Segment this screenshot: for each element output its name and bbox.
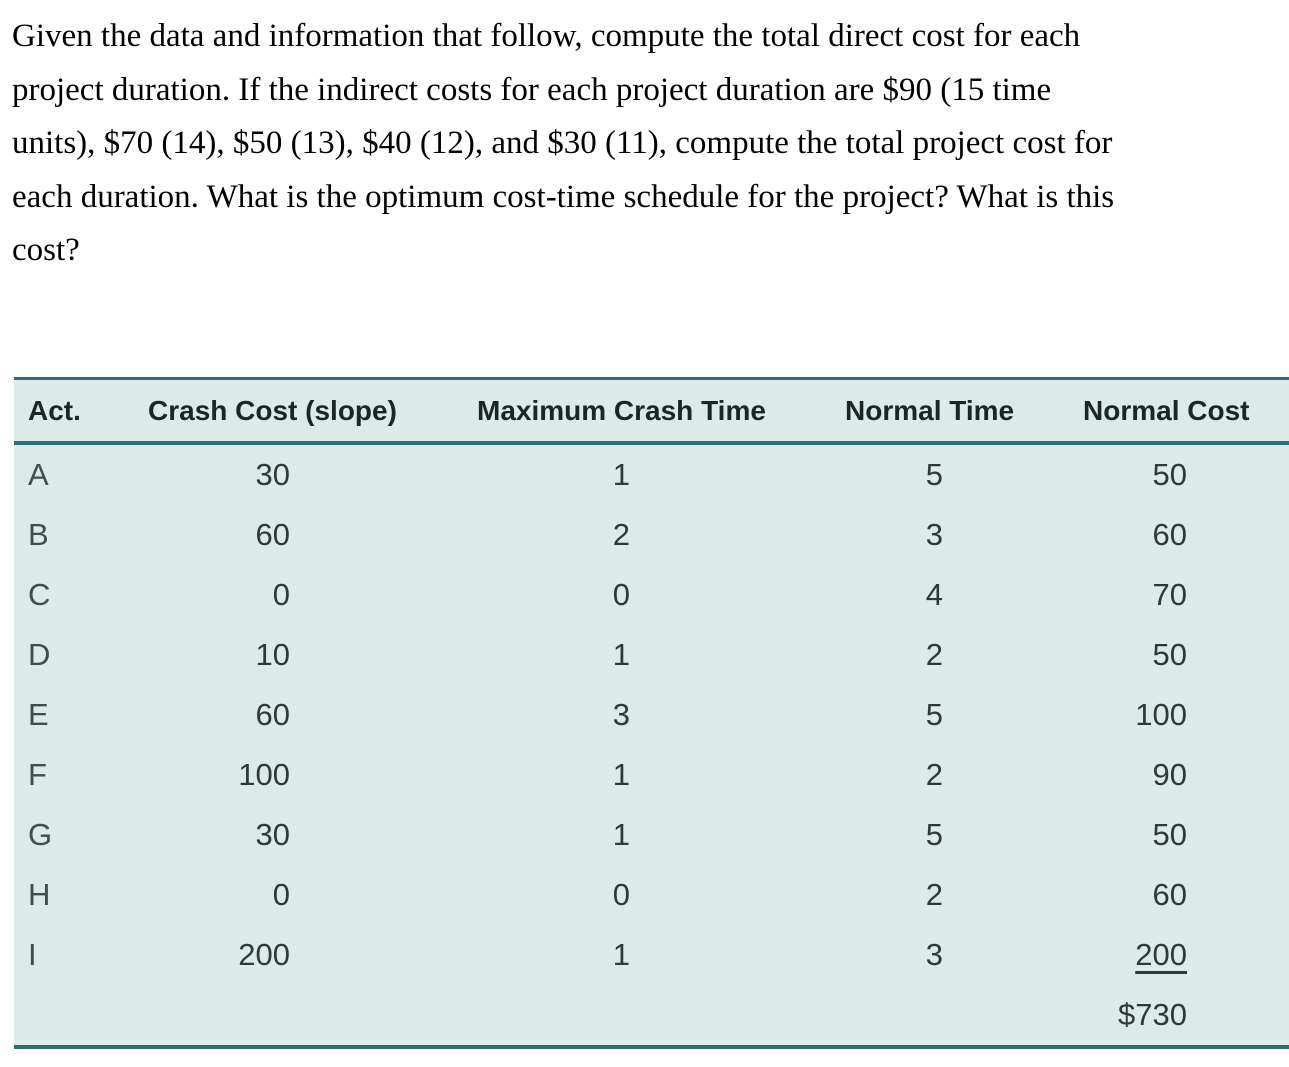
activity-cell: H bbox=[28, 877, 51, 912]
normal-time-cell: 3 bbox=[925, 937, 943, 972]
max-crash-time-cell: 1 bbox=[612, 937, 630, 972]
question-text: Given the data and information that foll… bbox=[12, 10, 1114, 278]
question-line: cost? bbox=[12, 232, 80, 268]
crash-cost-cell: 60 bbox=[255, 697, 290, 732]
column-header-normal-cost: Normal Cost bbox=[1083, 395, 1250, 426]
table-row-b: B 60 2 3 60 bbox=[14, 505, 1289, 565]
crash-cost-cell: 10 bbox=[255, 637, 290, 672]
activity-cell: I bbox=[28, 937, 37, 972]
normal-cost-cell: 60 bbox=[1152, 517, 1187, 552]
normal-cost-cell: 70 bbox=[1152, 577, 1187, 612]
normal-time-cell: 5 bbox=[925, 817, 943, 852]
crash-cost-cell: 30 bbox=[255, 457, 290, 492]
crash-cost-cell: 0 bbox=[272, 877, 290, 912]
activity-cell: B bbox=[28, 517, 49, 552]
question-line: each duration. What is the optimum cost-… bbox=[12, 178, 1115, 215]
crash-cost-cell: 30 bbox=[255, 817, 290, 852]
normal-cost-cell: 60 bbox=[1152, 877, 1187, 912]
max-crash-time-cell: 3 bbox=[612, 697, 630, 732]
normal-cost-cell: 50 bbox=[1152, 457, 1187, 492]
crash-cost-cell: 60 bbox=[255, 517, 290, 552]
table-row-h: H 0 0 2 60 bbox=[14, 865, 1289, 925]
crash-cost-cell: 200 bbox=[238, 937, 290, 972]
normal-cost-cell: 90 bbox=[1152, 757, 1187, 792]
question-line: project duration. If the indirect costs … bbox=[12, 71, 1052, 108]
activity-cell: A bbox=[28, 457, 49, 492]
normal-cost-cell: 50 bbox=[1152, 637, 1187, 672]
column-header-max-crash-time: Maximum Crash Time bbox=[477, 395, 766, 426]
table-row-a: A 30 1 5 50 bbox=[14, 445, 1289, 505]
total-normal-cost: $730 bbox=[1118, 997, 1187, 1032]
column-header-crash-cost: Crash Cost (slope) bbox=[148, 395, 397, 426]
max-crash-time-cell: 2 bbox=[612, 517, 630, 552]
crash-cost-cell: 0 bbox=[272, 577, 290, 612]
column-header-act: Act. bbox=[28, 395, 81, 426]
max-crash-time-cell: 1 bbox=[612, 817, 630, 852]
table-header-row: Act. Crash Cost (slope) Maximum Crash Ti… bbox=[14, 380, 1289, 445]
normal-time-cell: 4 bbox=[925, 577, 943, 612]
max-crash-time-cell: 0 bbox=[612, 877, 630, 912]
table-row-d: D 10 1 2 50 bbox=[14, 625, 1289, 685]
table-row-g: G 30 1 5 50 bbox=[14, 805, 1289, 865]
table-row-c: C 0 0 4 70 bbox=[14, 565, 1289, 625]
activity-cell: G bbox=[28, 817, 53, 852]
table-row-i: I 200 1 3 200 bbox=[14, 925, 1289, 985]
table-total-row: $730 bbox=[14, 985, 1289, 1045]
max-crash-time-cell: 1 bbox=[612, 637, 630, 672]
normal-cost-cell: 100 bbox=[1135, 697, 1187, 732]
normal-cost-cell: 200 bbox=[1135, 937, 1187, 972]
activity-cell: F bbox=[28, 757, 47, 792]
activity-cell: E bbox=[28, 697, 49, 732]
crash-cost-cell: 100 bbox=[238, 757, 290, 792]
normal-time-cell: 3 bbox=[925, 517, 943, 552]
normal-time-cell: 5 bbox=[925, 457, 943, 492]
cost-data-table: Act. Crash Cost (slope) Maximum Crash Ti… bbox=[14, 377, 1289, 1049]
table-body: A 30 1 5 50 B 60 2 3 60 C 0 0 4 70 D 10 … bbox=[14, 445, 1289, 1045]
normal-time-cell: 2 bbox=[925, 877, 943, 912]
normal-cost-cell: 50 bbox=[1152, 817, 1187, 852]
column-header-normal-time: Normal Time bbox=[845, 395, 1015, 426]
normal-time-cell: 5 bbox=[925, 697, 943, 732]
normal-time-cell: 2 bbox=[925, 637, 943, 672]
question-line: Given the data and information that foll… bbox=[12, 18, 1081, 54]
max-crash-time-cell: 1 bbox=[612, 457, 630, 492]
max-crash-time-cell: 0 bbox=[612, 577, 630, 612]
max-crash-time-cell: 1 bbox=[612, 757, 630, 792]
table-row-f: F 100 1 2 90 bbox=[14, 745, 1289, 805]
table-row-e: E 60 3 5 100 bbox=[14, 685, 1289, 745]
activity-cell: D bbox=[28, 637, 51, 672]
normal-time-cell: 2 bbox=[925, 757, 943, 792]
question-line: units), $70 (14), $50 (13), $40 (12), an… bbox=[12, 125, 1113, 161]
activity-cell: C bbox=[28, 577, 51, 612]
